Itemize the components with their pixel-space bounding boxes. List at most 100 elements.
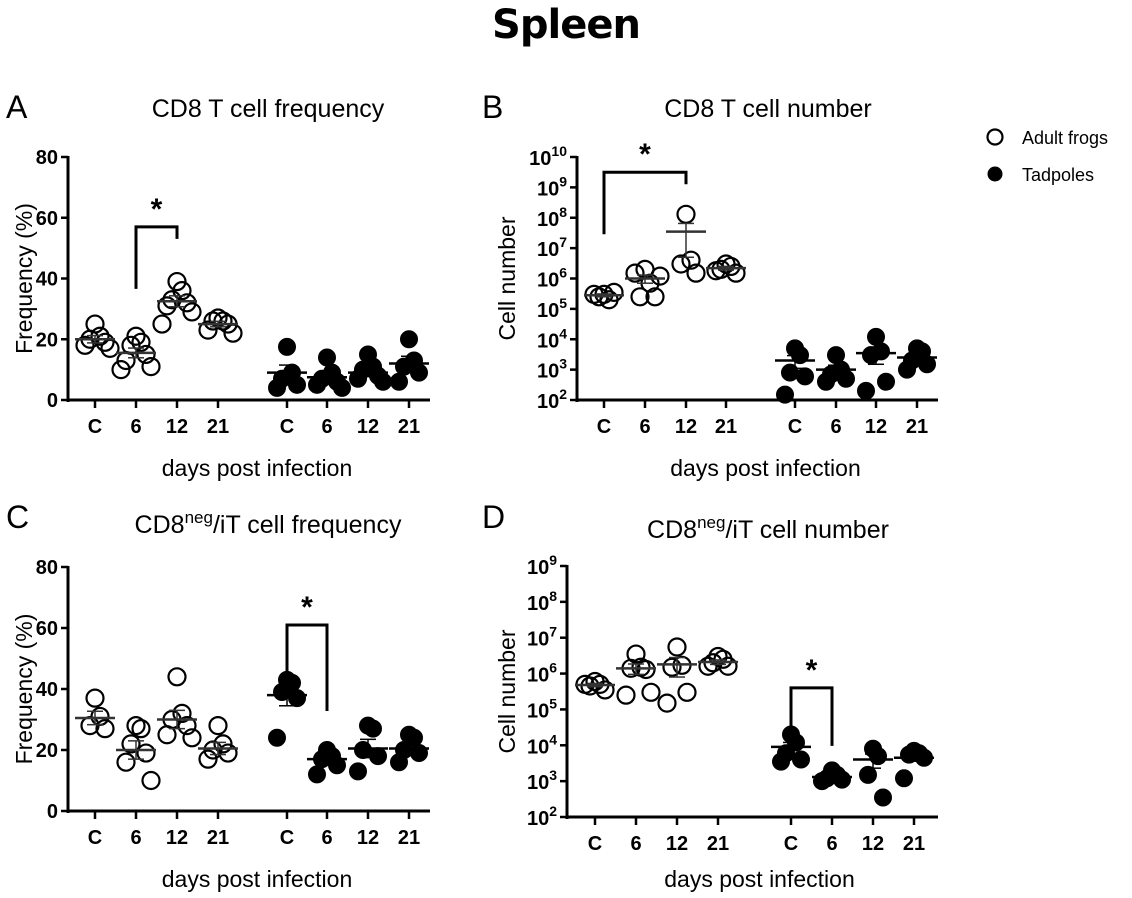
x-tick-label: 12	[357, 416, 379, 438]
tadpole-point	[374, 372, 392, 391]
tadpole-point	[410, 363, 428, 382]
x-tick-label: 12	[357, 827, 379, 849]
y-tick-label-base: 10	[537, 300, 559, 322]
y-tick-label: 106	[537, 265, 567, 292]
legend: Adult frogs Tadpoles	[986, 128, 1108, 185]
x-tick-label: 21	[398, 827, 420, 849]
x-tick-label: 21	[707, 833, 729, 855]
y-tick-label: 106	[527, 660, 557, 687]
adult-point	[616, 685, 636, 705]
y-tick-label: 1010	[529, 143, 567, 170]
tadpole-point	[857, 381, 875, 400]
x-tick-label: 6	[321, 416, 332, 438]
legend-marker-adult-frogs	[986, 128, 1004, 146]
panel-d: D CD8neg/iT cell number102103104105106107…	[482, 499, 938, 892]
panel-title: CD8 T cell frequency	[152, 95, 385, 123]
significance-star: *	[806, 654, 818, 687]
panel-title-main: CD8	[647, 516, 697, 544]
legend-marker-tadpoles	[987, 166, 1003, 182]
y-tick-label: 107	[537, 234, 567, 261]
y-tick-label: 104	[537, 325, 567, 352]
x-tick-label: C	[597, 416, 611, 438]
adult-point	[686, 263, 706, 283]
x-tick-label: 6	[321, 827, 332, 849]
tadpole-point	[268, 378, 286, 397]
y-tick-label-exponent: 4	[549, 731, 557, 747]
legend-label-adult-frogs: Adult frogs	[1022, 128, 1108, 148]
y-tick-label: 104	[527, 731, 557, 758]
adult-point	[218, 743, 238, 763]
tadpole-point	[918, 355, 936, 374]
tadpole-point	[268, 728, 286, 747]
y-tick-label: 108	[527, 588, 557, 615]
adult-point	[681, 250, 701, 270]
y-tick-label-base: 10	[537, 391, 559, 413]
y-axis-label: Frequency (%)	[11, 203, 37, 354]
tadpole-point	[288, 689, 306, 708]
adult-point	[152, 314, 172, 334]
x-tick-label: 6	[830, 416, 841, 438]
y-tick-label-base: 10	[537, 178, 559, 200]
adult-point	[177, 293, 197, 313]
x-tick-label: 21	[903, 833, 925, 855]
y-tick-label: 105	[537, 295, 567, 322]
adult-point	[121, 734, 141, 754]
adult-point	[645, 287, 665, 307]
adult-point	[676, 204, 696, 224]
y-tick-label-base: 10	[527, 593, 549, 615]
y-tick-label: 60	[36, 208, 58, 230]
adult-point	[85, 688, 105, 708]
adult-point	[157, 725, 177, 745]
tadpole-point	[792, 750, 810, 769]
adult-point	[136, 743, 156, 763]
tadpole-point	[288, 375, 306, 394]
adult-point	[625, 263, 645, 283]
y-tick-label: 60	[36, 618, 58, 640]
y-tick-label-exponent: 2	[549, 803, 557, 819]
y-tick-label-base: 10	[527, 700, 549, 722]
adult-point	[182, 302, 202, 322]
adult-point	[136, 344, 156, 365]
adult-point	[650, 266, 670, 286]
x-tick-label: 6	[130, 416, 141, 438]
x-axis-label: days post infection	[162, 455, 353, 481]
tadpole-point	[333, 378, 351, 397]
x-tick-label: C	[788, 416, 802, 438]
y-tick-label: 40	[36, 679, 58, 701]
tadpole-point	[308, 765, 326, 784]
y-axis-label: Cell number	[494, 629, 520, 753]
x-tick-label: 21	[715, 416, 737, 438]
adult-point	[604, 282, 624, 302]
adult-point	[698, 656, 718, 676]
y-tick-label: 80	[36, 557, 58, 579]
y-tick-label-exponent: 10	[551, 143, 567, 159]
adult-point	[630, 287, 650, 307]
adult-point	[662, 657, 682, 677]
x-tick-label: 21	[207, 416, 229, 438]
adult-point	[126, 715, 146, 736]
adult-point	[126, 326, 146, 346]
y-axis-label: Frequency (%)	[11, 614, 37, 765]
y-tick-label: 103	[537, 356, 567, 383]
panel-title-rest: /iT cell number	[725, 516, 889, 544]
significance-bracket	[134, 225, 179, 289]
y-tick-label-exponent: 5	[559, 295, 567, 311]
tadpole-point	[862, 346, 880, 365]
tadpole-point	[400, 330, 418, 349]
y-tick-label-exponent: 2	[559, 386, 567, 402]
y-tick-label: 102	[537, 386, 567, 413]
y-tick-label-exponent: 4	[559, 325, 567, 341]
y-tick-label-base: 10	[537, 361, 559, 383]
x-tick-label: 6	[130, 827, 141, 849]
y-tick-label: 20	[36, 740, 58, 762]
adult-point	[111, 360, 131, 380]
significance-star: *	[301, 591, 313, 624]
adult-point	[203, 740, 223, 760]
adult-point	[718, 656, 738, 676]
panel-title-rest: /iT cell frequency	[213, 511, 402, 539]
adult-point	[162, 290, 182, 310]
adult-point	[671, 254, 691, 274]
significance-bracket	[602, 170, 688, 235]
tadpole-point	[308, 375, 326, 394]
y-tick-label-base: 10	[537, 209, 559, 231]
